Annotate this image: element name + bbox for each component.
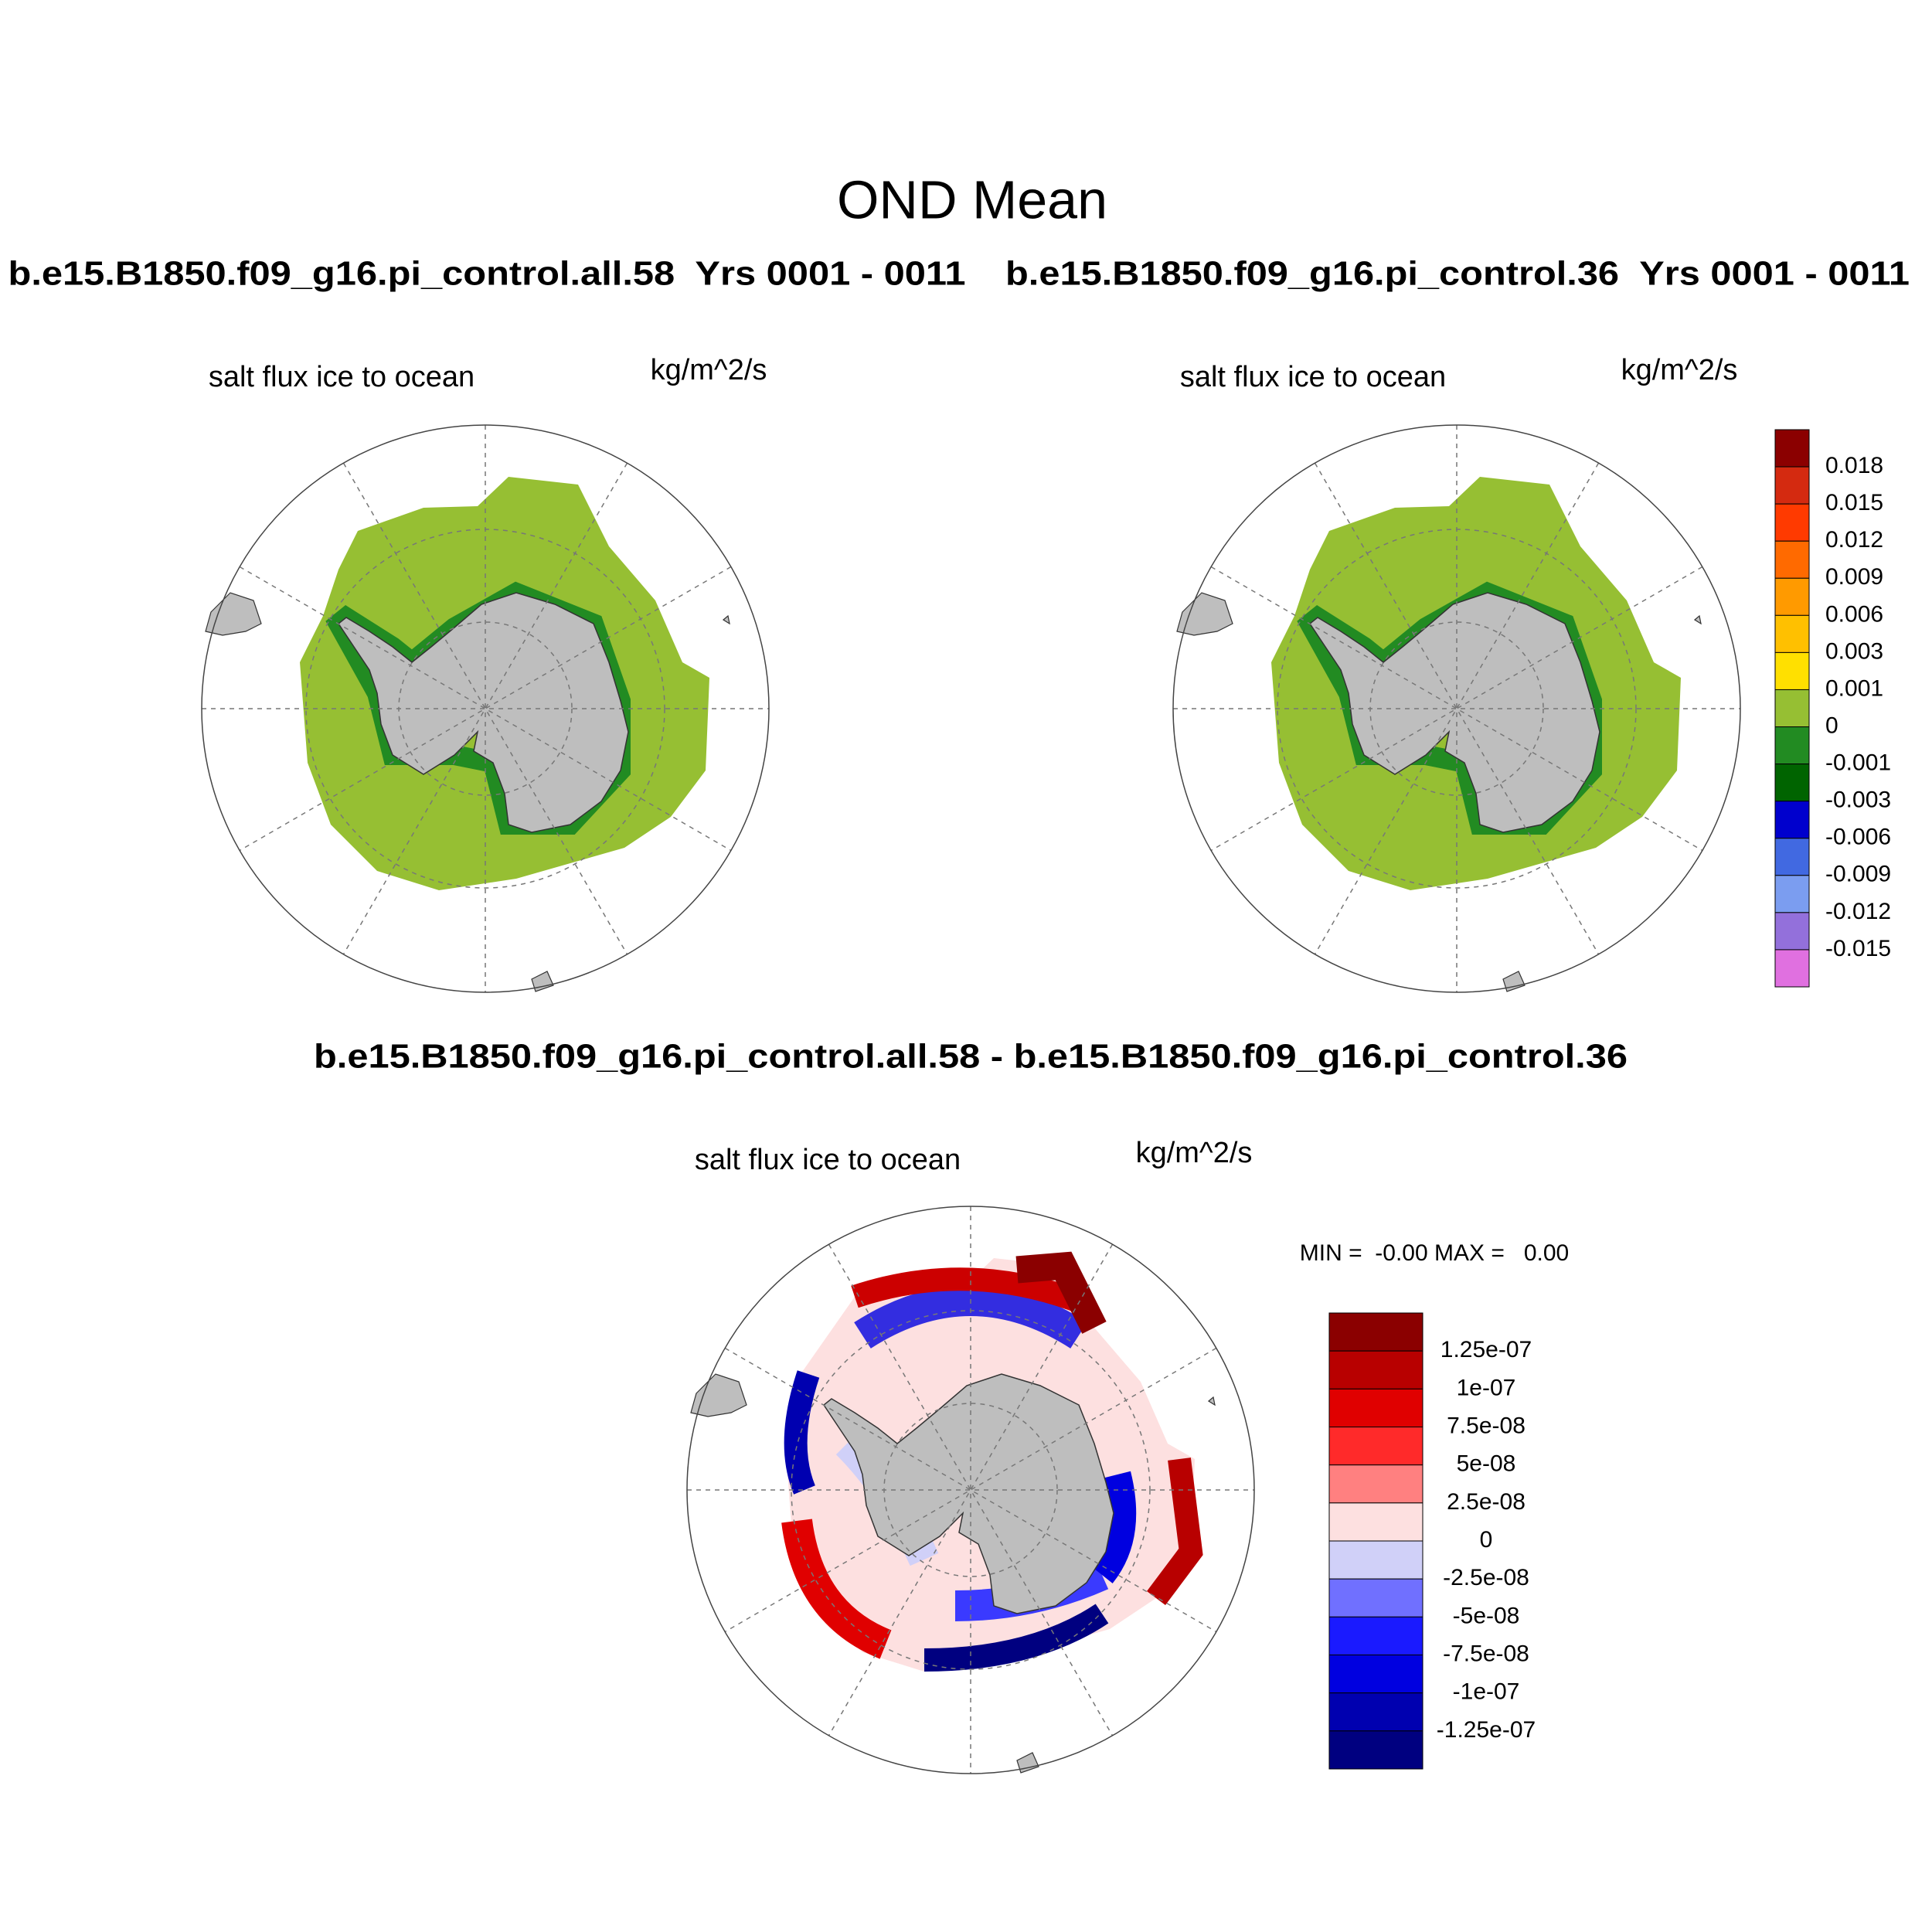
- colorbar-label: 1.25e-07: [1440, 1337, 1532, 1362]
- colorbar-box: [1774, 949, 1810, 988]
- colorbar-label: -0.015: [1825, 936, 1891, 961]
- colorbar-label: 5e-08: [1457, 1451, 1516, 1477]
- colorbar-box: [1328, 1730, 1423, 1770]
- left-string: salt flux ice to ocean: [1180, 361, 1446, 393]
- colorbar-box: [1774, 912, 1810, 951]
- colorbar-box: [1328, 1578, 1423, 1617]
- colorbar-box: [1328, 1388, 1423, 1428]
- colorbar-box: [1774, 577, 1810, 616]
- colorbar-box: [1774, 801, 1810, 839]
- colorbar-label: 0: [1825, 713, 1838, 738]
- colorbar-box: [1774, 466, 1810, 505]
- colorbar-label: 2.5e-08: [1447, 1489, 1526, 1515]
- left-string: salt flux ice to ocean: [695, 1144, 961, 1176]
- colorbar-box: [1328, 1502, 1423, 1542]
- colorbar-label: 0.006: [1825, 601, 1883, 627]
- colorbar-box: [1774, 614, 1810, 653]
- panel-title: b.e15.B1850.f09_g16.pi_control.all.58 - …: [314, 1038, 1628, 1076]
- colorbar-label: 0.015: [1825, 490, 1883, 515]
- colorbar-label: -1.25e-07: [1437, 1717, 1536, 1743]
- colorbar-label: -0.009: [1825, 862, 1891, 887]
- colorbar-label: -5e-08: [1453, 1603, 1520, 1628]
- panel-title: b.e15.B1850.f09_g16.pi_control.all.58 Yr…: [9, 255, 966, 293]
- colorbar-label: -7.5e-08: [1443, 1641, 1529, 1666]
- colorbar-box: [1774, 540, 1810, 579]
- colorbar-box: [1774, 689, 1810, 728]
- colorbar-label: 7.5e-08: [1447, 1413, 1526, 1438]
- colorbar-box: [1774, 838, 1810, 876]
- right-string: kg/m^2/s: [651, 354, 767, 386]
- right-string: kg/m^2/s: [1136, 1137, 1253, 1169]
- right-string: kg/m^2/s: [1621, 354, 1738, 386]
- colorbar-box: [1328, 1312, 1423, 1352]
- colorbar-label: 0.001: [1825, 675, 1883, 701]
- map: [1172, 424, 1741, 993]
- colorbar-label: -0.006: [1825, 825, 1891, 850]
- colorbar-label: -1e-07: [1453, 1679, 1520, 1705]
- colorbar-label: 0.003: [1825, 638, 1883, 664]
- panel-title: b.e15.B1850.f09_g16.pi_control.36 Yrs 00…: [1005, 255, 1910, 293]
- colorbar-box: [1328, 1616, 1423, 1655]
- colorbar-label: 0.012: [1825, 527, 1883, 553]
- colorbar-label: -0.003: [1825, 787, 1891, 813]
- colorbar-label: 0.018: [1825, 453, 1883, 478]
- colorbar-box: [1328, 1427, 1423, 1466]
- colorbar-box: [1774, 503, 1810, 542]
- map: [201, 424, 770, 993]
- colorbar-box: [1774, 764, 1810, 802]
- colorbar-box: [1328, 1692, 1423, 1732]
- min-max: MIN = -0.00 MAX = 0.00: [1300, 1240, 1570, 1266]
- colorbar-box: [1328, 1655, 1423, 1694]
- colorbar-label: 0.009: [1825, 564, 1883, 590]
- colorbar-box: [1774, 726, 1810, 765]
- figure-title: OND Mean: [837, 169, 1107, 230]
- colorbar-box: [1774, 429, 1810, 468]
- map: [686, 1206, 1255, 1774]
- left-string: salt flux ice to ocean: [209, 361, 474, 393]
- colorbar-box: [1774, 651, 1810, 690]
- colorbar-label: -2.5e-08: [1443, 1565, 1529, 1590]
- colorbar-box: [1328, 1540, 1423, 1580]
- colorbar-label: -0.001: [1825, 750, 1891, 776]
- colorbar-label: 1e-07: [1457, 1375, 1516, 1400]
- colorbar-box: [1328, 1464, 1423, 1504]
- colorbar-box: [1774, 875, 1810, 913]
- colorbar-box: [1328, 1350, 1423, 1389]
- colorbar-label: 0: [1480, 1527, 1493, 1553]
- colorbar-label: -0.012: [1825, 899, 1891, 924]
